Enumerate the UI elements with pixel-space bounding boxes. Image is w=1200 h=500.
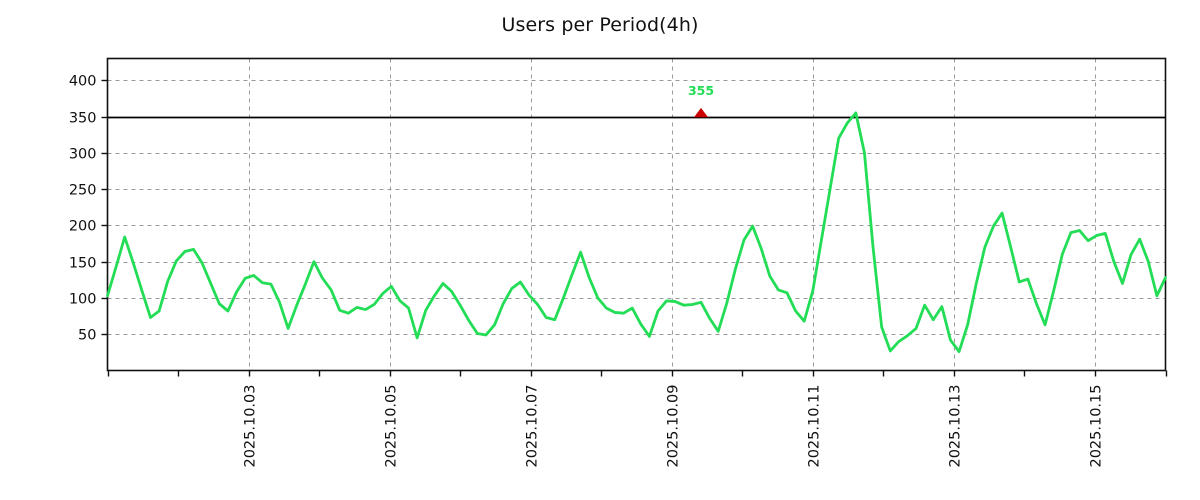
x-axis-tick-label: 2025.10.07 [525,385,541,468]
x-axis-tick-label: 2025.10.03 [243,385,259,468]
plot-area-frame [106,57,1167,372]
x-axis-tick-label: 2025.10.09 [666,385,682,468]
x-axis-tick-label: 2025.10.11 [807,385,823,468]
y-axis-tick-label: 400 [69,74,97,90]
chart-title: Users per Period(4h) [501,14,699,36]
axis-frame-group [106,57,1167,372]
y-axis-tick-label: 100 [69,292,97,308]
peak-annotation-group: 355 [688,83,714,118]
data-line-users-per-period [106,111,1167,354]
y-axis-tick-label: 250 [69,183,97,199]
x-axis-tick-label: 2025.10.05 [384,385,400,468]
peak-value-label: 355 [688,83,714,98]
x-axis-tick-label: 2025.10.15 [1089,385,1105,468]
y-axis-tick-label: 150 [69,256,97,272]
y-axis-tick-label: 50 [78,328,96,344]
y-axis-tick-label: 200 [69,219,97,235]
gridlines-group [107,58,1166,371]
y-axis-tick-label: 350 [69,111,97,127]
data-series-group [106,111,1167,354]
x-axis-tick-label: 2025.10.13 [948,385,964,468]
y-axis-tick-label: 300 [69,147,97,163]
y-axis-ticks-group: 50 100 150 200 250 300 350 400 [69,74,108,344]
x-axis-ticks-group: 2025.10.03 2025.10.05 2025.10.07 2025.10.09… [107,370,1168,468]
peak-marker-triangle [694,107,709,118]
